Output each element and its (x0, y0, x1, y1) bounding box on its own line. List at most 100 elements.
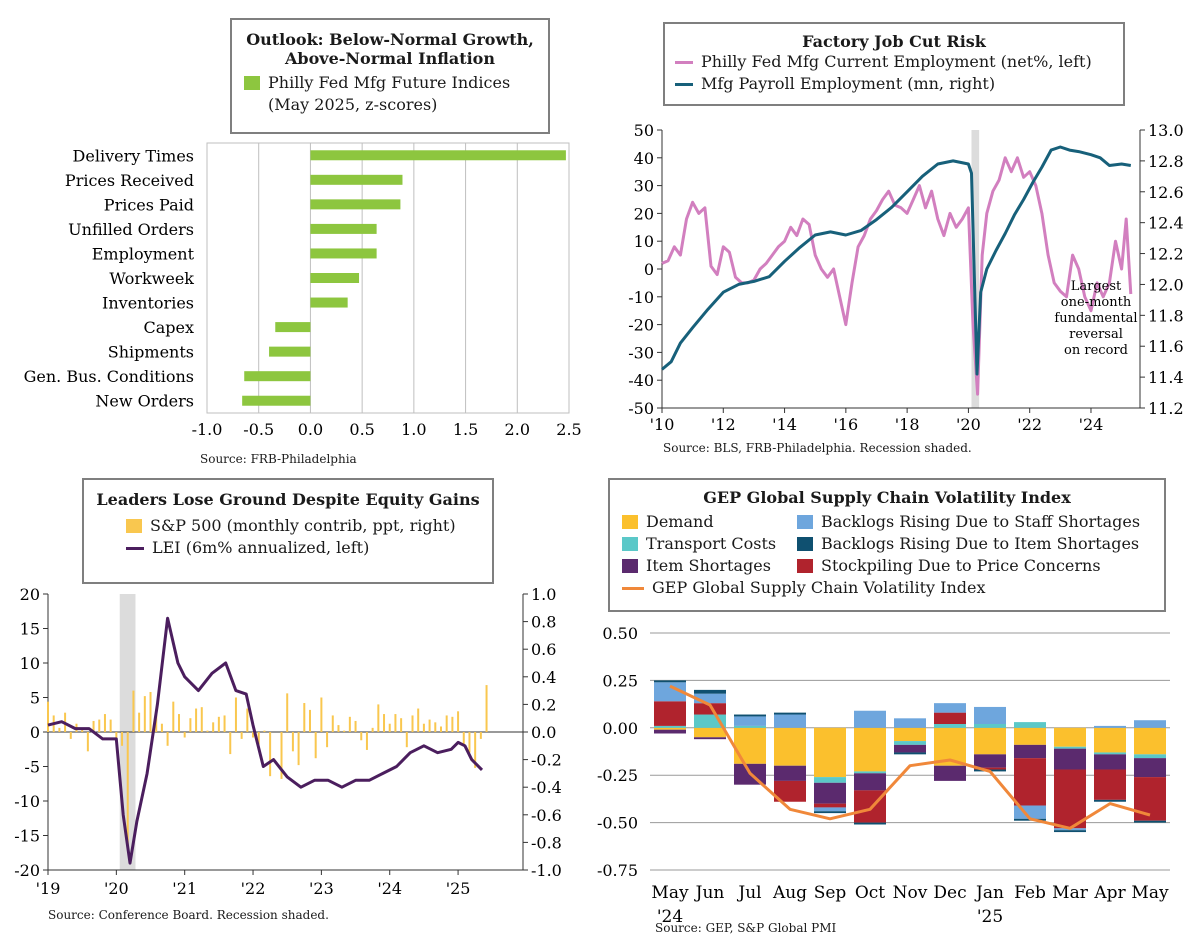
bar-segment (1094, 799, 1126, 802)
bar-segment (654, 680, 686, 683)
legend-swatch (126, 519, 142, 533)
bar (103, 714, 106, 732)
x-tick-label: '12 (711, 415, 736, 434)
bar (138, 712, 141, 732)
annotation-text: on record (1064, 343, 1128, 358)
legend-philly-outlook: Outlook: Below-Normal Growth, Above-Norm… (230, 18, 550, 134)
bar (223, 715, 226, 732)
bar (310, 297, 348, 308)
bar-segment (974, 706, 1006, 725)
bar (160, 723, 163, 732)
bar (252, 732, 255, 738)
bar (474, 732, 477, 768)
bar (149, 691, 152, 732)
legend-item: Backlogs Rising Due to Staff Shortages (797, 511, 1157, 533)
x-tick-label: 0.0 (298, 420, 323, 439)
bar (310, 223, 377, 234)
x-tick-label: -0.5 (243, 420, 274, 439)
legend-item: Philly Fed Mfg Future Indices (May 2025,… (244, 72, 536, 116)
bar (310, 248, 377, 259)
bar (371, 727, 374, 732)
bar (365, 732, 368, 750)
x-tick-label: 1.0 (401, 420, 426, 439)
bar (212, 722, 215, 732)
bar-segment (854, 727, 886, 772)
legend-swatch (622, 559, 638, 573)
category-label: New Orders (95, 392, 194, 411)
bar (354, 720, 357, 732)
bar (422, 723, 425, 732)
category-label: Employment (92, 244, 195, 263)
x-tick-label: '24 (377, 879, 402, 898)
bar-segment (734, 716, 766, 726)
bar-segment (934, 765, 966, 781)
y-tick-label-right: 11.6 (1148, 337, 1184, 356)
bar-segment (854, 710, 886, 728)
bar (183, 732, 186, 738)
bar-segment (1014, 744, 1046, 759)
legend-swatch (797, 537, 813, 551)
bar (69, 732, 72, 739)
y-tick-label-right: 11.8 (1148, 306, 1184, 325)
bar (383, 714, 386, 732)
y-tick-label-left: 20 (20, 585, 40, 604)
panel-leaders-lose-ground: Leaders Lose Ground Despite Equity Gains… (0, 470, 600, 947)
x-tick-sublabel: '25 (977, 907, 1003, 927)
bar-segment (694, 689, 726, 694)
bar (286, 693, 289, 732)
panel-philly-outlook: Outlook: Below-Normal Growth, Above-Norm… (0, 0, 600, 470)
bar (326, 732, 329, 748)
bar (47, 701, 49, 732)
y-tick-label-left: -10 (628, 288, 654, 307)
y-tick-label-right: 12.0 (1148, 275, 1184, 294)
x-tick-label: '22 (1017, 415, 1042, 434)
source-note: Source: BLS, FRB-Philadelphia. Recession… (663, 441, 972, 455)
bar-line-chart-leaders: 20 15 10 5 0 -5 -10 -15 -20 1.0 0.8 0.6 0.4 0.2 0.0 -0.… (14, 585, 562, 898)
bar (400, 718, 403, 732)
bar-segment (894, 752, 926, 755)
x-tick-sublabel: '24 (657, 907, 683, 927)
bar (263, 730, 266, 732)
bar (360, 732, 363, 741)
y-tick-label: 0.00 (602, 719, 638, 738)
y-tick-label-left: 10 (20, 654, 40, 673)
bar-segment (1094, 769, 1126, 800)
x-tick-label: Apr (1093, 883, 1126, 903)
bar (275, 322, 311, 333)
bar-segment (974, 754, 1006, 768)
legend-line (675, 82, 693, 86)
x-tick-label: '22 (241, 879, 266, 898)
bar (303, 703, 306, 732)
legend-item: GEP Global Supply Chain Volatility Index (622, 577, 1152, 599)
y-tick-label-right: 11.2 (1148, 399, 1184, 418)
bar-segment (1014, 727, 1046, 745)
bar (457, 711, 460, 732)
bar (86, 732, 89, 752)
x-tick-label: Jan (974, 883, 1004, 903)
bar-segment (1134, 727, 1166, 755)
x-tick-label: Oct (855, 883, 885, 903)
y-tick-label-right: 0.2 (531, 695, 556, 714)
panel-factory-job-cut: Factory Job Cut Risk Philly Fed Mfg Curr… (600, 0, 1200, 470)
bar (388, 723, 391, 732)
bar-segment (1094, 725, 1126, 728)
x-tick-label: Jun (694, 883, 725, 903)
bar (310, 199, 401, 210)
bar-segment (894, 718, 926, 728)
x-tick-label: '19 (36, 879, 61, 898)
bar (428, 719, 431, 732)
bar-segment (894, 727, 926, 742)
bar-segment (1094, 752, 1126, 755)
bar-segment (654, 701, 686, 726)
x-tick-label: '10 (650, 415, 675, 434)
bar-segment (1054, 769, 1086, 829)
bar-segment (694, 703, 726, 715)
bar (445, 715, 448, 732)
bar (217, 716, 220, 732)
y-tick-label-left: 0 (30, 723, 40, 742)
bar (92, 720, 95, 732)
y-tick-label-right: 13.0 (1148, 121, 1184, 140)
legend-leaders-lose-ground: Leaders Lose Ground Despite Equity Gains… (82, 478, 494, 584)
bar-segment (774, 780, 806, 802)
bar (462, 732, 465, 746)
